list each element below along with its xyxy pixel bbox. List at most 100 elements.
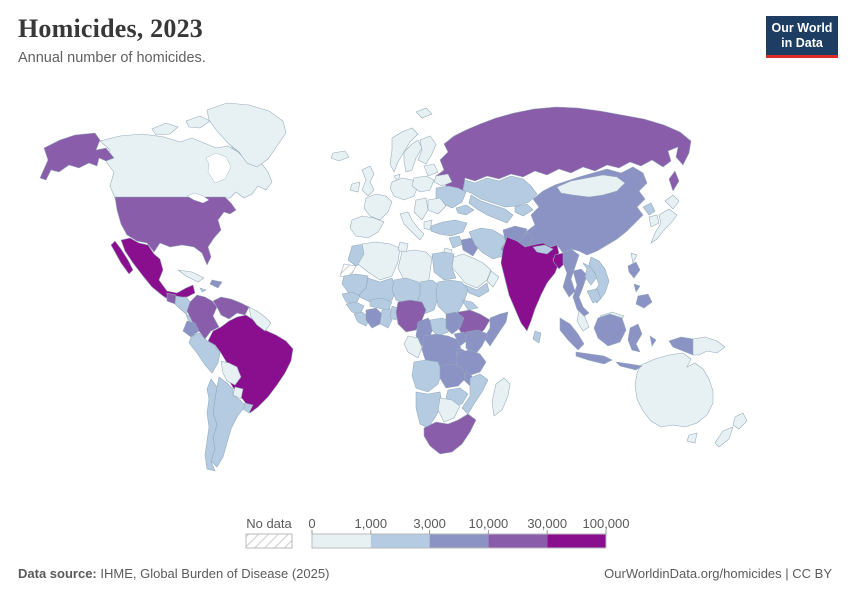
- country-cambodia[interactable]: Cambodia: [586, 288, 602, 304]
- country-sweden[interactable]: Sweden: [403, 139, 423, 173]
- country-kazakhstan[interactable]: Kazakhstan: [462, 175, 538, 208]
- country-indonesia[interactable]: Indonesia: [615, 361, 643, 371]
- country-benin-togo[interactable]: Benin & Togo: [389, 305, 399, 321]
- country-south-africa[interactable]: South Africa: [423, 413, 477, 455]
- country-colombia[interactable]: Colombia: [186, 294, 220, 340]
- country-somalia[interactable]: Somalia: [483, 311, 509, 347]
- country-philippines[interactable]: Philippines: [633, 283, 641, 293]
- country-canada[interactable]: Canada: [99, 133, 273, 199]
- country-france[interactable]: France: [363, 193, 393, 221]
- country-nepal[interactable]: Nepal: [532, 244, 554, 255]
- country-peru[interactable]: Peru: [188, 332, 221, 374]
- country-hispaniola[interactable]: Haiti & Dominican Republic: [209, 279, 223, 289]
- country-indonesia[interactable]: Indonesia: [559, 317, 585, 351]
- country-egypt[interactable]: Egypt: [431, 251, 457, 281]
- country-australia[interactable]: Australia: [634, 352, 714, 428]
- legend-bin-3[interactable]: [488, 534, 548, 548]
- country-indonesia[interactable]: Indonesia: [593, 313, 627, 347]
- legend-bin-4[interactable]: [547, 534, 606, 548]
- legend-bin-0[interactable]: [312, 534, 371, 548]
- country-new-zealand[interactable]: New Zealand: [714, 426, 734, 448]
- country-canada[interactable]: Canada: [185, 115, 211, 129]
- owid-logo[interactable]: Our World in Data: [766, 16, 838, 58]
- country-jamaica[interactable]: Jamaica: [199, 287, 207, 293]
- country-philippines[interactable]: Philippines: [627, 261, 641, 279]
- country-ecuador[interactable]: Ecuador: [182, 320, 200, 338]
- footer-link[interactable]: OurWorldinData.org/homicides | CC BY: [604, 566, 832, 581]
- country-balkans[interactable]: Balkans: [413, 197, 429, 221]
- country-papua-new-guinea[interactable]: Papua New Guinea: [692, 336, 726, 356]
- country-indonesia[interactable]: Indonesia: [575, 351, 613, 365]
- country-burkina-faso[interactable]: Burkina Faso: [369, 297, 393, 311]
- country-new-zealand[interactable]: New Zealand: [732, 412, 748, 430]
- country-iceland[interactable]: Iceland: [330, 150, 350, 162]
- country-italy[interactable]: Italy: [399, 211, 425, 241]
- country-yemen[interactable]: Yemen: [464, 282, 490, 298]
- country-mexico[interactable]: Mexico: [120, 237, 196, 302]
- country-madagascar[interactable]: Madagascar: [491, 377, 511, 417]
- country-bolivia[interactable]: Bolivia: [220, 360, 242, 386]
- country-united-kingdom[interactable]: United Kingdom: [361, 165, 375, 197]
- country-south-korea[interactable]: South Korea: [648, 214, 660, 228]
- country-cuba[interactable]: Cuba: [177, 269, 205, 283]
- country-usa[interactable]: United States: [39, 132, 115, 181]
- country-bangladesh[interactable]: Bangladesh: [552, 252, 566, 270]
- legend-bin-1[interactable]: [370, 534, 430, 548]
- country-namibia[interactable]: Namibia: [415, 391, 443, 429]
- country-baltics[interactable]: Baltic States: [423, 163, 439, 177]
- country-iberia[interactable]: Spain & Portugal: [349, 215, 385, 239]
- country-caucasus[interactable]: Caucasus: [455, 204, 475, 216]
- country-philippines[interactable]: Philippines: [635, 293, 653, 309]
- country-mexico[interactable]: Mexico: [110, 240, 134, 275]
- country-kyrgyzstan-tajikistan[interactable]: Kyrgyzstan & Tajikistan: [514, 203, 534, 217]
- country-indonesia[interactable]: Indonesia: [668, 336, 694, 356]
- country-saudi-arabia[interactable]: Saudi Arabia: [449, 253, 492, 289]
- country-guyanas[interactable]: Guyana & Suriname: [248, 306, 272, 332]
- country-india[interactable]: India: [500, 236, 560, 332]
- country-north-korea[interactable]: North Korea: [642, 202, 656, 216]
- country-japan[interactable]: Japan: [664, 194, 680, 210]
- country-japan[interactable]: Japan: [650, 208, 678, 244]
- country-tanzania[interactable]: Tanzania: [455, 349, 487, 377]
- country-guinea[interactable]: Guinea: [345, 301, 365, 315]
- country-russia[interactable]: Russia: [435, 106, 692, 198]
- country-ireland[interactable]: Ireland: [349, 181, 361, 193]
- country-mozambique[interactable]: Mozambique: [461, 373, 489, 415]
- country-poland[interactable]: Poland: [411, 175, 435, 193]
- legend-bin-2[interactable]: [429, 534, 489, 548]
- country-sudan[interactable]: Sudan: [435, 279, 469, 315]
- country-south-sudan[interactable]: South Sudan: [445, 311, 465, 335]
- country-angola[interactable]: Angola: [411, 359, 443, 393]
- country-brazil[interactable]: Brazil: [207, 314, 294, 414]
- country-belarus[interactable]: Belarus: [433, 173, 453, 187]
- country-congo-gabon[interactable]: Congo & Gabon: [403, 335, 423, 359]
- country-syria[interactable]: Syria: [448, 235, 464, 249]
- country-senegal[interactable]: Senegal: [341, 291, 361, 305]
- country-oman[interactable]: Oman: [486, 270, 500, 288]
- country-russia[interactable]: Russia: [668, 170, 680, 192]
- country-taiwan[interactable]: Taiwan: [630, 252, 638, 264]
- country-svalbard[interactable]: Svalbard: [415, 107, 433, 119]
- country-guatemala[interactable]: Guatemala: [166, 292, 177, 305]
- country-cote-divoire[interactable]: Côte d'Ivoire: [365, 307, 383, 329]
- country-eritrea[interactable]: Eritrea: [461, 299, 479, 311]
- country-central-europe[interactable]: Germany & Central Europe: [389, 177, 419, 201]
- country-greece[interactable]: Greece: [423, 219, 433, 231]
- country-mongolia[interactable]: Mongolia: [556, 174, 626, 198]
- country-algeria[interactable]: Algeria: [357, 241, 401, 281]
- country-turkey[interactable]: Turkey: [430, 219, 468, 237]
- country-uzbekistan-turkmenistan[interactable]: Uzbekistan & Turkmenistan: [468, 194, 514, 224]
- country-finland[interactable]: Finland: [417, 135, 437, 165]
- country-malaysia[interactable]: Malaysia: [576, 310, 590, 332]
- country-canada[interactable]: Canada: [151, 122, 179, 136]
- country-kenya[interactable]: Kenya: [465, 329, 489, 357]
- legend-no-data-swatch[interactable]: [245, 533, 293, 549]
- country-paraguay[interactable]: Paraguay: [232, 386, 244, 400]
- country-australia[interactable]: Australia: [686, 432, 698, 444]
- country-sri-lanka[interactable]: Sri Lanka: [532, 330, 542, 344]
- country-indonesia[interactable]: Indonesia: [627, 323, 643, 353]
- country-chile[interactable]: Chile: [204, 378, 218, 472]
- country-indonesia[interactable]: Indonesia: [649, 335, 657, 347]
- country-usa[interactable]: United States: [114, 196, 237, 266]
- country-greenland[interactable]: Greenland: [206, 102, 287, 168]
